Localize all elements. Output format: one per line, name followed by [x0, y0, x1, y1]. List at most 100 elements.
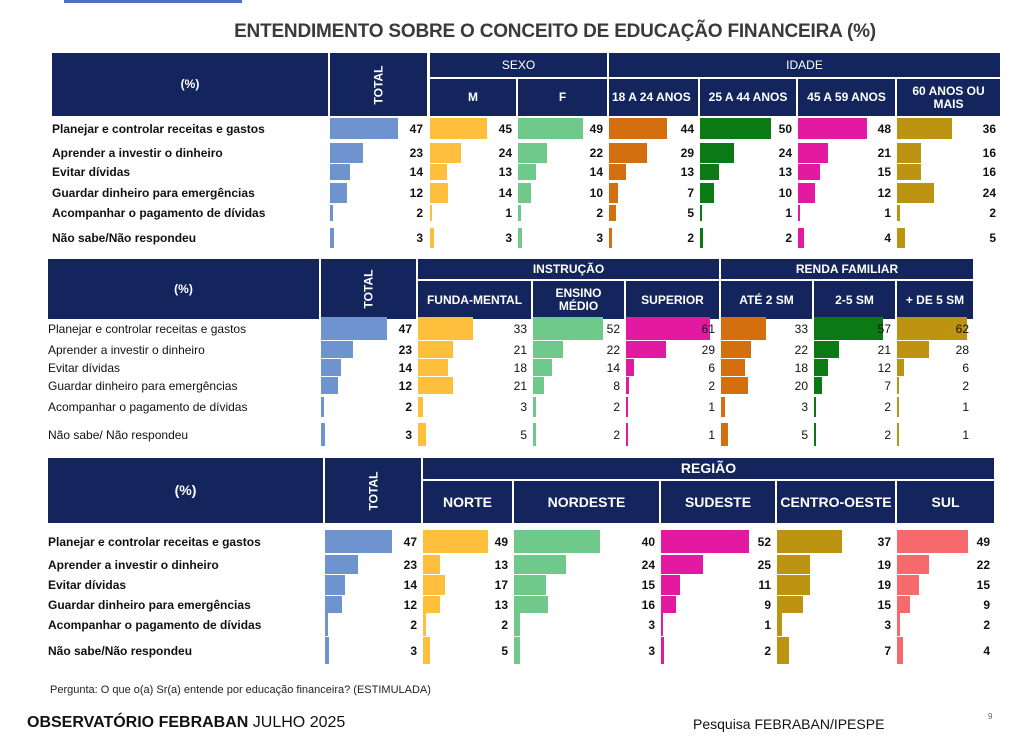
- value-label-1-1-1: 21: [513, 342, 527, 357]
- value-label-0-0-1: 23: [409, 146, 423, 160]
- row-label-0-2: Evitar dívidas: [52, 165, 131, 179]
- bar-1-2-0: [533, 317, 604, 340]
- bar-0-5-1: [798, 143, 829, 163]
- group-header-0-0: SEXO: [430, 53, 607, 77]
- bar-0-1-3: [430, 183, 448, 203]
- value-label-1-3-1: 29: [701, 342, 715, 357]
- bar-0-0-3: [330, 183, 348, 203]
- bar-1-3-4: [626, 397, 628, 417]
- bar-2-4-4: [777, 613, 783, 636]
- value-label-0-3-2: 13: [680, 165, 694, 179]
- value-label-0-4-5: 2: [785, 231, 792, 245]
- bar-2-1-2: [423, 575, 446, 595]
- bar-2-1-3: [423, 596, 441, 613]
- value-label-1-1-0: 33: [513, 321, 527, 336]
- bar-1-4-0: [721, 317, 766, 340]
- bar-1-1-2: [418, 359, 449, 376]
- value-label-1-2-4: 2: [613, 400, 620, 414]
- value-label-0-2-4: 2: [596, 206, 603, 220]
- bar-1-2-2: [533, 359, 552, 376]
- value-label-1-5-4: 2: [884, 400, 891, 414]
- bar-0-0-4: [330, 205, 333, 221]
- column-header-1-1: FUNDA-MENTAL: [418, 281, 531, 319]
- bar-2-1-0: [423, 530, 488, 553]
- value-label-2-5-3: 9: [983, 597, 990, 612]
- value-label-0-2-1: 22: [589, 146, 603, 160]
- bar-0-6-3: [897, 183, 934, 203]
- value-label-2-5-0: 49: [976, 534, 990, 549]
- brand-date: JULHO 2025: [248, 714, 346, 731]
- value-label-1-2-5: 2: [613, 427, 620, 442]
- bar-2-1-4: [423, 613, 426, 636]
- value-label-1-6-4: 1: [962, 400, 969, 414]
- value-label-1-3-4: 1: [708, 400, 715, 414]
- bar-0-5-0: [798, 118, 868, 139]
- value-label-0-6-4: 2: [989, 206, 996, 220]
- value-label-2-0-2: 14: [403, 578, 417, 592]
- value-label-0-6-1: 16: [982, 146, 996, 160]
- page-title: ENTENDIMENTO SOBRE O CONCEITO DE EDUCAÇÃ…: [234, 21, 876, 42]
- bar-0-3-1: [609, 143, 648, 163]
- value-label-2-4-5: 7: [884, 643, 891, 658]
- value-label-1-0-0: 47: [398, 321, 412, 336]
- bar-1-4-5: [721, 423, 728, 446]
- bar-1-6-3: [897, 377, 900, 394]
- bar-0-1-5: [430, 228, 434, 248]
- column-header-2-4: CENTRO-OESTE: [777, 481, 895, 523]
- value-label-1-1-3: 21: [513, 378, 527, 393]
- value-label-1-4-2: 18: [794, 360, 808, 375]
- value-label-2-0-0: 47: [403, 534, 417, 549]
- column-header-0-5: 45 A 59 ANOS: [798, 79, 895, 116]
- bar-2-3-4: [661, 613, 663, 636]
- row-label-0-5: Não sabe/Não respondeu: [52, 231, 197, 245]
- value-label-2-2-5: 3: [648, 643, 655, 658]
- value-label-1-4-1: 22: [794, 342, 808, 357]
- bar-1-0-2: [321, 359, 341, 376]
- bar-1-0-3: [321, 377, 338, 394]
- value-label-2-2-1: 24: [641, 557, 655, 572]
- bar-1-5-2: [814, 359, 829, 376]
- bar-2-3-2: [661, 575, 680, 595]
- bar-2-1-1: [423, 555, 441, 574]
- bar-0-4-3: [700, 183, 715, 203]
- bar-1-3-0: [626, 317, 711, 340]
- value-label-1-1-5: 5: [520, 427, 527, 442]
- value-label-0-4-3: 10: [778, 186, 792, 200]
- value-label-2-3-0: 52: [757, 534, 771, 549]
- bar-0-3-4: [609, 205, 616, 221]
- row-label-0-4: Acompanhar o pagamento de dívidas: [52, 206, 266, 220]
- bar-1-3-3: [626, 377, 629, 394]
- bar-2-2-3: [514, 596, 549, 613]
- value-label-0-0-3: 12: [409, 186, 423, 200]
- value-label-1-2-3: 8: [613, 378, 620, 393]
- value-label-0-5-3: 12: [877, 186, 891, 200]
- value-label-0-1-1: 24: [498, 146, 512, 160]
- bar-0-6-0: [897, 118, 953, 139]
- value-label-0-5-2: 15: [877, 165, 891, 179]
- value-label-1-4-0: 33: [794, 321, 808, 336]
- value-label-0-5-0: 48: [877, 121, 891, 136]
- value-label-1-0-4: 2: [405, 400, 412, 414]
- value-label-2-5-2: 15: [976, 578, 990, 592]
- value-label-0-3-3: 7: [687, 186, 694, 200]
- bar-1-6-1: [897, 341, 929, 358]
- column-header-0-6: 60 ANOS OU MAIS: [897, 79, 1000, 116]
- column-header-2-5: SUL: [897, 481, 994, 523]
- value-label-0-4-0: 50: [778, 121, 792, 136]
- value-label-1-0-3: 12: [398, 378, 412, 393]
- column-header-1-6: + DE 5 SM: [897, 281, 973, 319]
- value-label-0-6-2: 16: [982, 165, 996, 179]
- bar-1-6-5: [897, 423, 899, 446]
- row-label-0-0: Planejar e controlar receitas e gastos: [52, 121, 265, 136]
- row-label-1-3: Guardar dinheiro para emergências: [48, 378, 238, 393]
- bar-0-1-0: [430, 118, 488, 139]
- column-header-0-4: 25 A 44 ANOS: [700, 79, 796, 116]
- value-label-0-0-5: 3: [416, 231, 423, 245]
- bar-0-0-0: [330, 118, 398, 139]
- value-label-2-1-5: 5: [501, 643, 508, 658]
- value-label-0-0-0: 47: [409, 121, 423, 136]
- bar-2-0-4: [325, 613, 328, 636]
- value-label-0-6-0: 36: [982, 121, 996, 136]
- value-label-2-0-4: 2: [410, 617, 417, 632]
- bar-2-0-1: [325, 555, 358, 574]
